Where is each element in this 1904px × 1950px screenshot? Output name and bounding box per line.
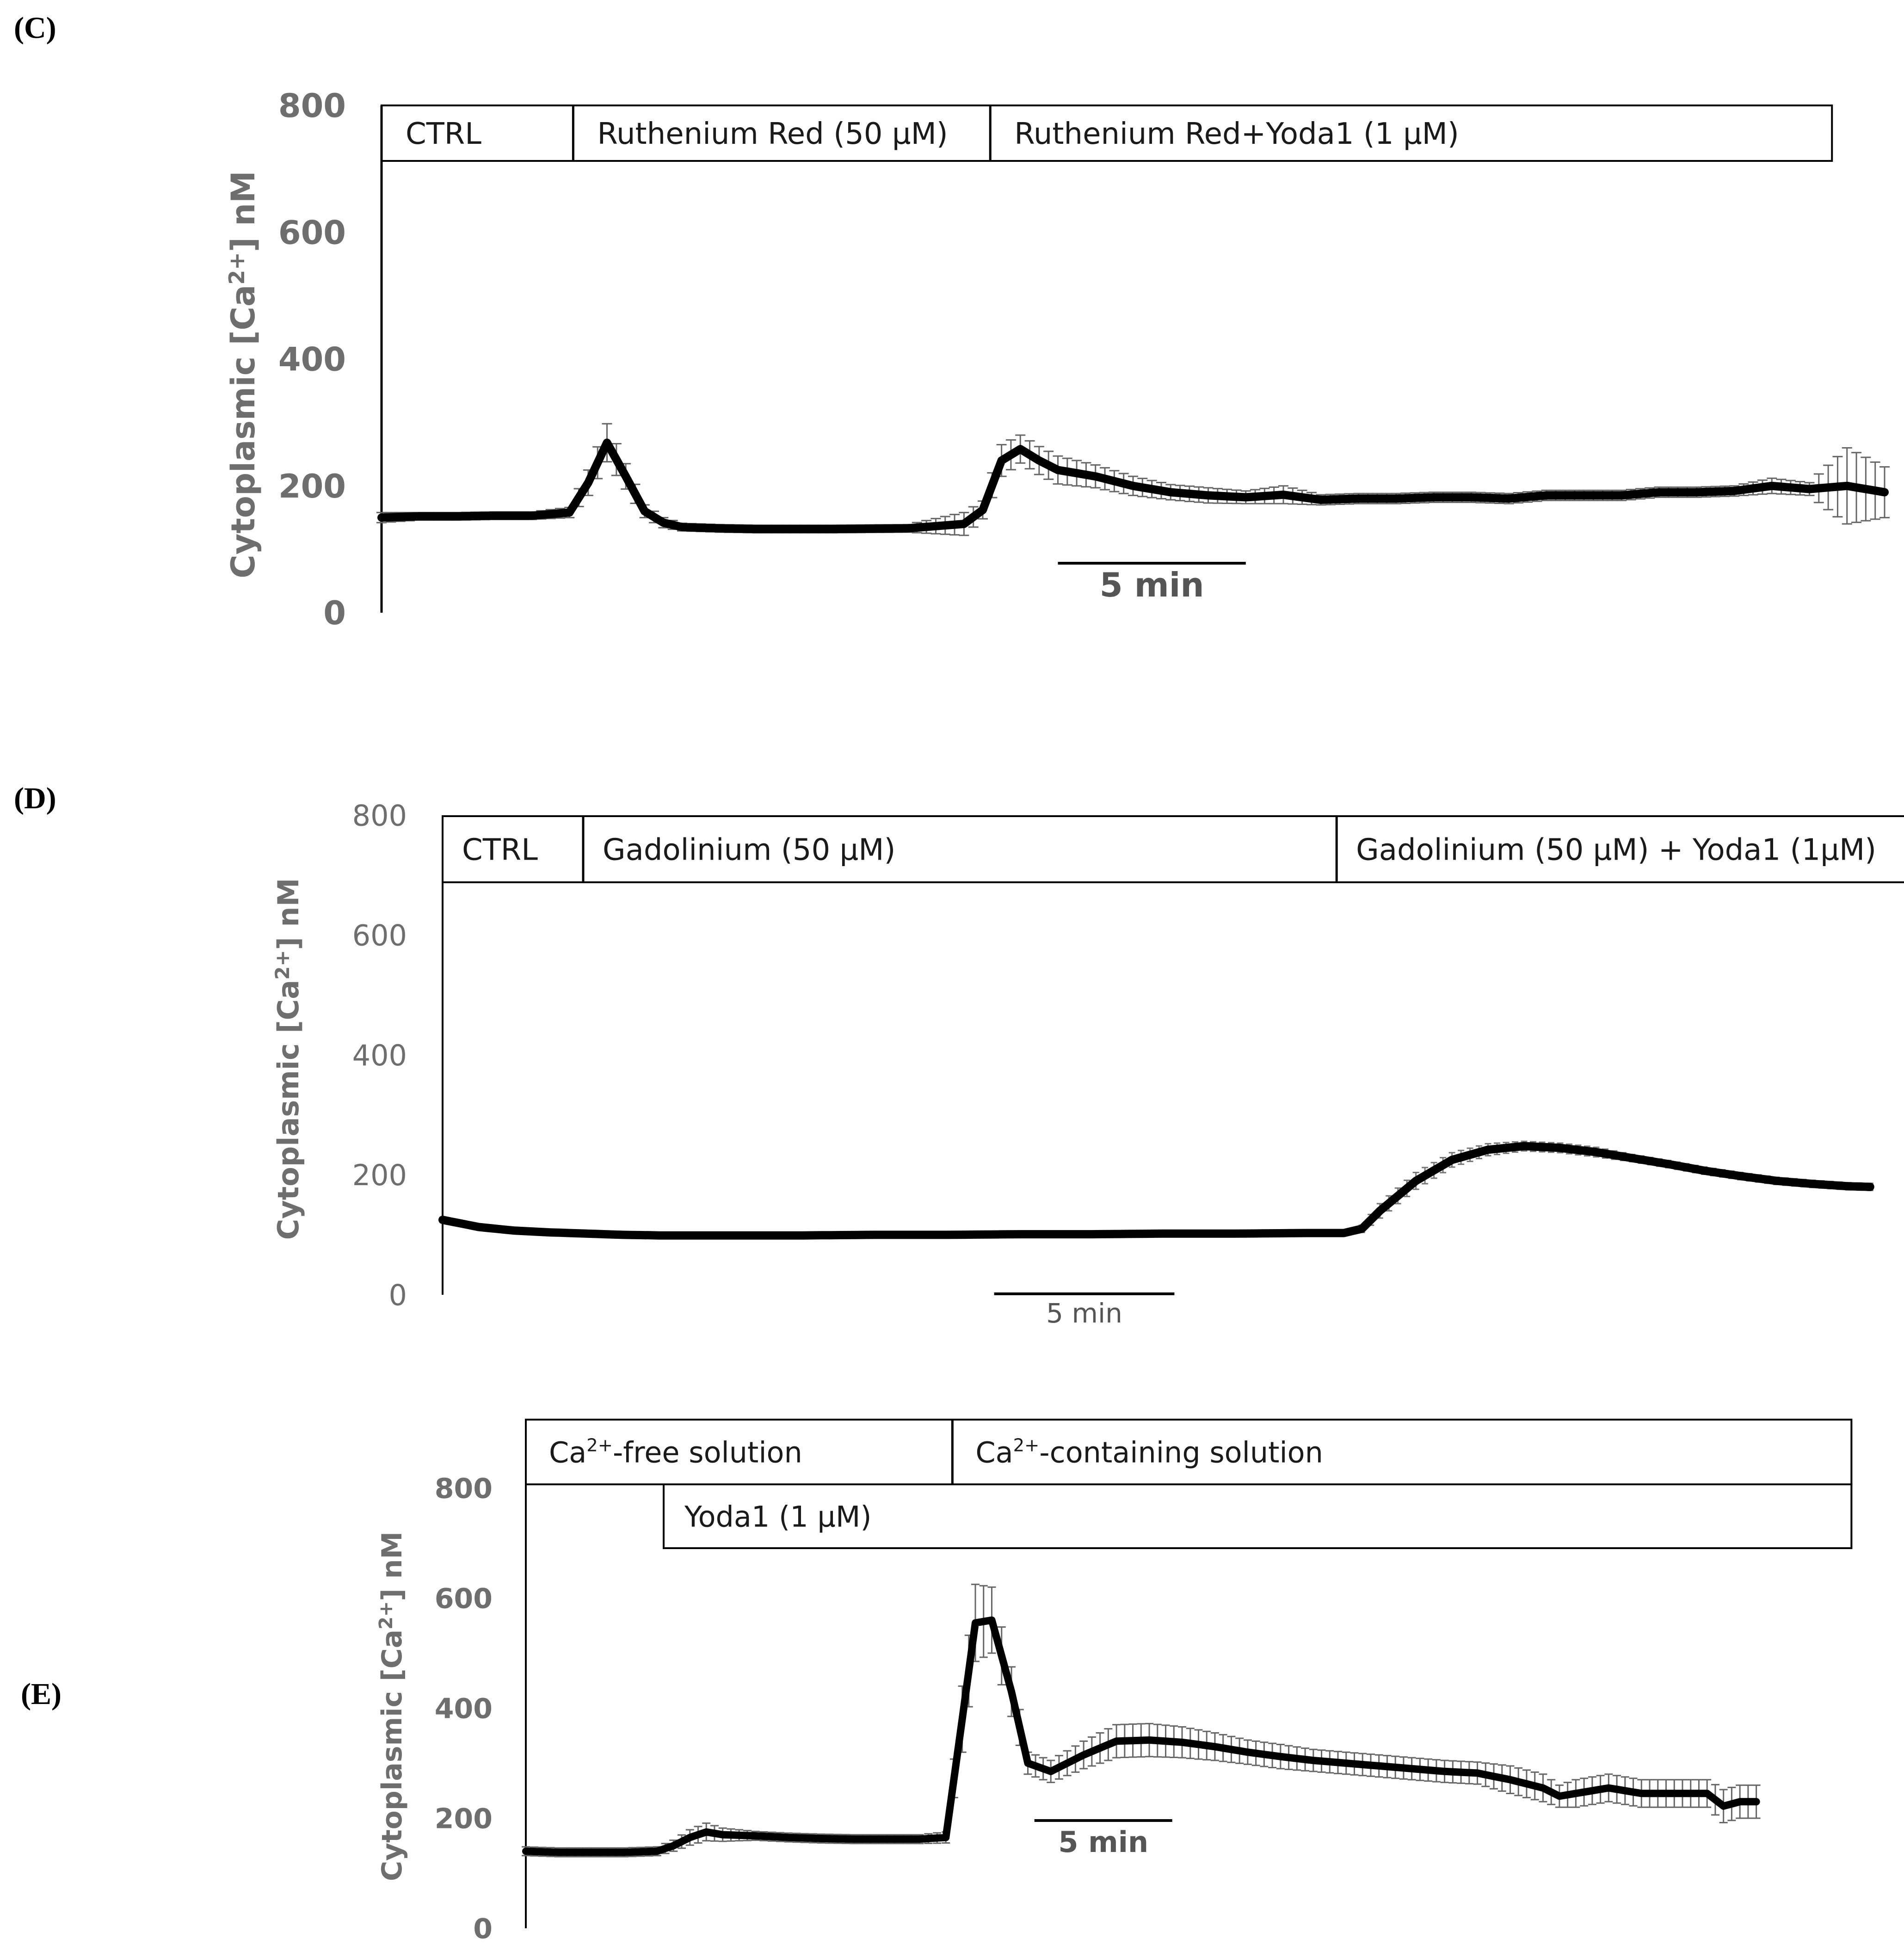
y-tick-label: 0 <box>323 594 346 632</box>
y-tick-label: 600 <box>435 1583 493 1615</box>
condition-label: CTRL <box>462 833 538 867</box>
panel-e-y-ticks: 0 200 400 600 800 <box>435 1473 493 1945</box>
panel-e-y-axis-label: Cytoplasmic [Ca2+] nM <box>376 1532 408 1881</box>
y-tick-label: 400 <box>278 341 346 379</box>
panel-c-condition-bar: CTRL Ruthenium Red (50 µM) Ruthenium Red+Y… <box>381 105 1833 162</box>
condition-box <box>381 105 1833 162</box>
y-tick-label: 600 <box>352 919 407 953</box>
panel-c-y-axis-label: Cytoplasmic [Ca2+] nM <box>224 171 262 578</box>
y-tick-label: 600 <box>278 214 346 252</box>
panel-c: (C) Cytoplasmic [Ca2+] nM 0200400600800 … <box>14 11 1890 632</box>
panel-e-condition-bars: Ca2+-free solution Ca2+-containing soluti… <box>525 1419 1853 1549</box>
condition-label: Gadolinium (50 µM) <box>603 833 895 867</box>
y-tick-label: 0 <box>389 1278 407 1312</box>
panel-d-error-bars <box>439 1140 1873 1238</box>
y-tick-label: 0 <box>473 1913 493 1945</box>
condition-box <box>442 815 1904 883</box>
panel-c-y-ticks: 0 200 400 600 800 <box>278 87 346 632</box>
panel-d-scale-bar: 5 min <box>994 1292 1175 1329</box>
scale-bar-label: 5 min <box>1046 1298 1122 1329</box>
condition-label: Ca2+-free solution <box>549 1435 802 1469</box>
panel-e-trace-line <box>522 1616 1760 1856</box>
panel-d-condition-bar: CTRL Gadolinium (50 µM) Gadolinium (50 µM)… <box>442 815 1904 883</box>
condition-label: CTRL <box>406 117 481 151</box>
y-tick-label: 200 <box>278 468 346 505</box>
y-tick-label: 400 <box>435 1693 493 1725</box>
panel-d-y-axis-label: Cytoplasmic [Ca2+] nM <box>271 878 305 1240</box>
scale-bar-label: 5 min <box>1058 1825 1148 1859</box>
panel-e-scale-bar: 5 min <box>1034 1819 1172 1859</box>
panel-c-letter: (C) <box>14 11 56 45</box>
y-tick-label: 800 <box>435 1473 493 1505</box>
panel-d-y-ticks: 0 200 400 600 800 <box>352 799 407 1312</box>
panel-d-letter: (D) <box>14 781 56 815</box>
y-tick-label: 400 <box>352 1039 407 1072</box>
panel-c-trace-line <box>377 438 1889 533</box>
condition-label: Gadolinium (50 µM) + Yoda1 (1µM) <box>1356 833 1876 867</box>
condition-label: Yoda1 (1 µM) <box>684 1500 872 1533</box>
panel-d-trace-line <box>438 1142 1874 1240</box>
condition-label: Ca2+-containing solution <box>975 1435 1323 1469</box>
panel-c-error-bars <box>376 423 1890 536</box>
scale-bar-label: 5 min <box>1100 566 1204 604</box>
condition-box <box>662 1483 1853 1549</box>
panel-e-error-bars <box>522 1583 1761 1858</box>
y-tick-label: 800 <box>352 799 407 832</box>
y-tick-label: 200 <box>352 1158 407 1192</box>
condition-label: Ruthenium Red (50 µM) <box>597 117 948 151</box>
panel-c-scale-bar: 5 min <box>1058 562 1246 604</box>
panel-e: (E) Cytoplasmic [Ca2+] nM 0200400600800 … <box>21 1419 1853 1945</box>
y-tick-label: 800 <box>278 87 346 125</box>
panel-e-letter: (E) <box>21 1677 62 1711</box>
y-tick-label: 200 <box>435 1803 493 1835</box>
panel-d: (D) Cytoplasmic [Ca2+] nM 0200400600800 … <box>14 781 1904 1329</box>
condition-label: Ruthenium Red+Yoda1 (1 µM) <box>1014 117 1459 151</box>
